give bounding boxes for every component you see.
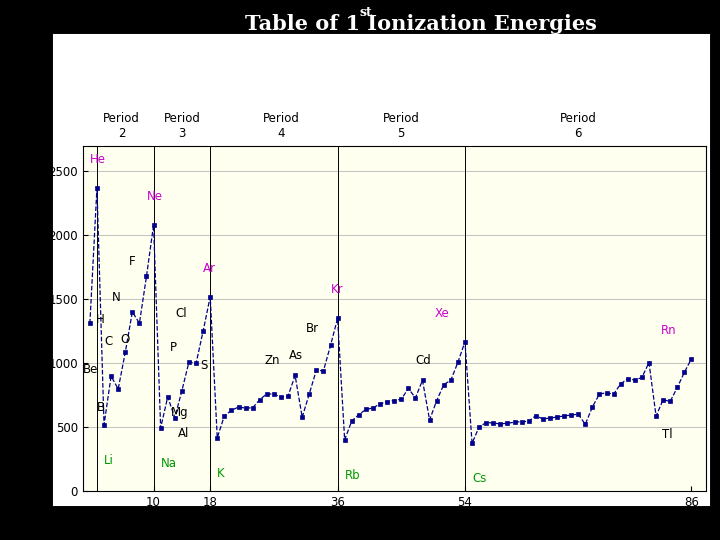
Text: Br: Br — [305, 322, 319, 335]
Text: Ne: Ne — [147, 190, 163, 203]
Text: Rn: Rn — [661, 323, 677, 336]
Text: Cd: Cd — [415, 354, 431, 367]
Text: He: He — [90, 153, 106, 166]
Text: Period
4: Period 4 — [263, 112, 300, 140]
Text: st: st — [360, 6, 373, 19]
Text: Tl: Tl — [662, 428, 672, 441]
Text: Period
6: Period 6 — [559, 112, 597, 140]
Text: As: As — [289, 349, 302, 362]
Text: F: F — [128, 255, 135, 268]
Text: Ar: Ar — [203, 262, 216, 275]
Text: B: B — [97, 401, 105, 414]
Text: H: H — [96, 313, 104, 327]
Text: Zn: Zn — [264, 354, 280, 367]
Text: Xe: Xe — [434, 307, 449, 320]
Text: Kr: Kr — [330, 284, 343, 296]
Text: Rb: Rb — [345, 469, 360, 482]
Text: O: O — [120, 333, 129, 346]
X-axis label: Atomic number: Atomic number — [343, 514, 446, 526]
Text: S: S — [200, 359, 207, 372]
Text: Na: Na — [161, 457, 176, 470]
Text: Period
5: Period 5 — [383, 112, 420, 140]
Text: Period
3: Period 3 — [163, 112, 200, 140]
Text: Period
2: Period 2 — [103, 112, 140, 140]
Text: Cs: Cs — [472, 472, 487, 485]
Text: Li: Li — [104, 454, 114, 467]
Y-axis label: Ionization energy (kJ/mol): Ionization energy (kJ/mol) — [31, 242, 44, 395]
Text: Be: Be — [84, 363, 99, 376]
Text: Mg: Mg — [171, 407, 188, 420]
Text: Cl: Cl — [176, 307, 187, 320]
Text: Ionization Energies: Ionization Energies — [360, 14, 597, 35]
Text: N: N — [112, 291, 120, 304]
Text: C: C — [104, 335, 113, 348]
Text: Table of 1: Table of 1 — [245, 14, 360, 35]
Text: Al: Al — [178, 427, 189, 440]
Text: K: K — [217, 467, 225, 480]
Text: P: P — [169, 341, 176, 354]
